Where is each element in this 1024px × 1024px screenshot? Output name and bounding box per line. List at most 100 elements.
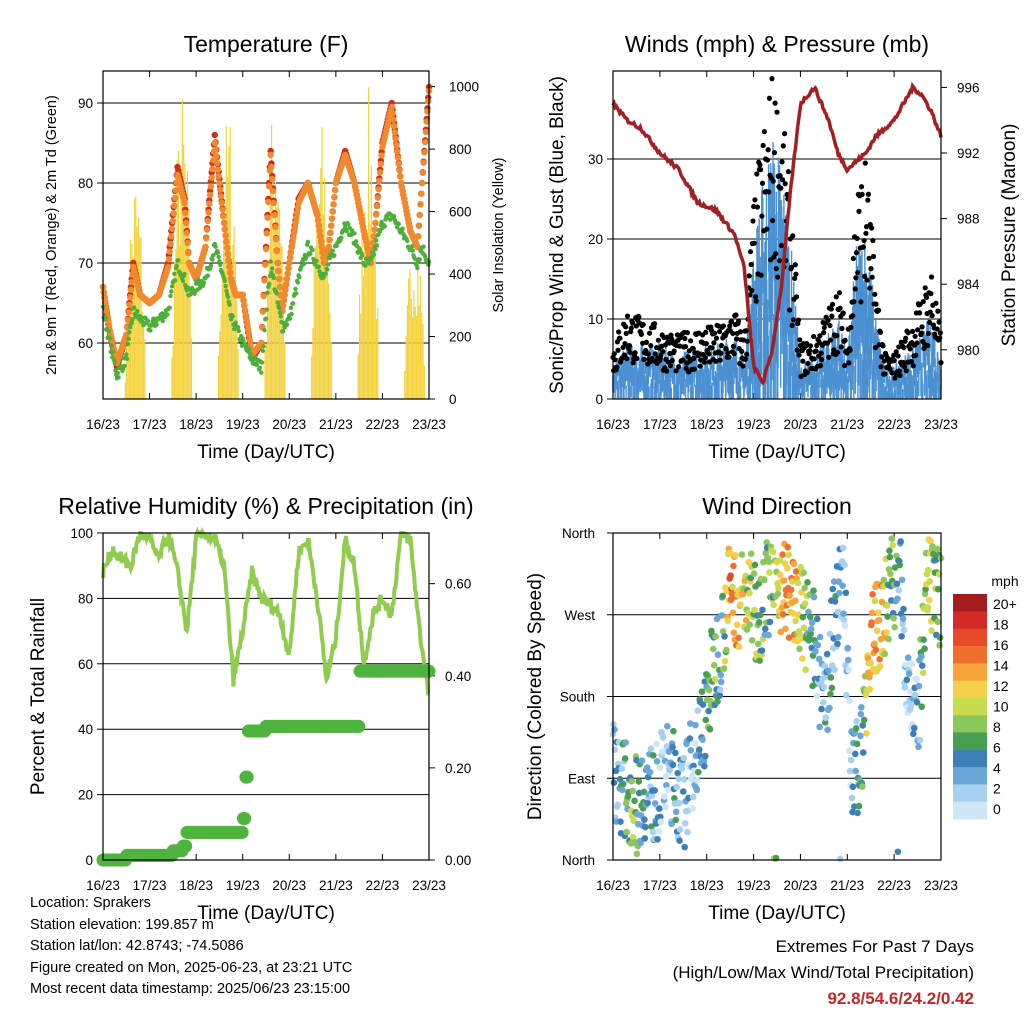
data-point xyxy=(269,187,277,195)
data-point xyxy=(282,281,290,288)
direction-point xyxy=(726,549,734,557)
station-elevation: Station elevation: 199.857 m xyxy=(30,916,214,933)
data-point xyxy=(331,194,338,201)
direction-point xyxy=(829,585,837,593)
gust-point xyxy=(872,345,879,351)
direction-point xyxy=(751,561,759,569)
direction-point xyxy=(713,615,721,623)
data-point xyxy=(405,238,410,244)
gust-point xyxy=(897,372,903,379)
gust-point xyxy=(624,356,630,362)
direction-point xyxy=(874,609,882,616)
direction-point xyxy=(618,765,626,773)
direction-point xyxy=(705,707,712,715)
colorbar-swatch xyxy=(953,611,987,630)
direction-point xyxy=(805,608,812,616)
direction-point xyxy=(797,563,805,571)
direction-point xyxy=(681,843,688,851)
gust-point xyxy=(841,362,848,369)
data-point xyxy=(211,139,218,147)
gust-point xyxy=(617,335,623,341)
gust-point xyxy=(747,249,754,255)
data-point xyxy=(288,305,294,310)
direction-point xyxy=(638,757,646,764)
x-tick-label: 23/23 xyxy=(412,878,446,893)
data-point xyxy=(248,352,253,357)
direction-point xyxy=(842,662,849,669)
data-point xyxy=(204,217,211,225)
direction-point xyxy=(735,634,742,642)
gust-point xyxy=(903,368,909,374)
gust-point xyxy=(759,180,766,186)
direction-point xyxy=(849,808,856,816)
direction-point xyxy=(776,557,784,564)
gust-point xyxy=(875,307,882,313)
data-point xyxy=(271,275,276,281)
direction-point xyxy=(649,752,657,759)
gust-point xyxy=(793,294,800,300)
data-point xyxy=(284,322,290,327)
data-point xyxy=(165,256,173,263)
gust-point xyxy=(614,364,620,370)
direction-point xyxy=(640,788,648,796)
data-point xyxy=(314,211,321,219)
y-tick-label: West xyxy=(564,608,595,623)
data-point xyxy=(127,286,135,293)
direction-point xyxy=(779,551,786,558)
gust-point xyxy=(778,185,784,191)
data-point xyxy=(246,347,252,352)
x-tick-label: 20/23 xyxy=(784,878,818,893)
data-point xyxy=(116,375,121,380)
data-point xyxy=(323,271,328,276)
gust-point xyxy=(866,255,872,261)
direction-point xyxy=(894,595,901,602)
data-point xyxy=(377,160,385,168)
direction-point xyxy=(894,848,902,856)
direction-point xyxy=(834,640,841,648)
data-point xyxy=(230,314,235,319)
x-tick-label: 16/23 xyxy=(596,878,630,893)
gust-point xyxy=(817,333,823,339)
y2-tick-label: 600 xyxy=(449,205,472,220)
gust-point xyxy=(726,354,732,360)
gust-point xyxy=(868,266,874,272)
gust-point xyxy=(623,324,629,330)
data-point xyxy=(391,213,397,219)
gust-point xyxy=(925,330,931,337)
direction-point xyxy=(871,640,878,647)
gust-point xyxy=(867,285,873,291)
gust-point xyxy=(640,321,646,328)
extremes-values: 92.8/54.6/24.2/0.42 xyxy=(827,989,974,1008)
data-point xyxy=(169,289,174,294)
gust-point xyxy=(792,262,798,268)
direction-point xyxy=(842,589,850,597)
y2-tick-label: 0.20 xyxy=(445,761,471,776)
direction-point xyxy=(883,602,891,609)
gust-point xyxy=(703,329,709,335)
colorbar-label: 12 xyxy=(993,678,1009,694)
direction-point xyxy=(678,765,686,773)
direction-point xyxy=(733,621,741,628)
data-point xyxy=(289,311,294,317)
direction-point xyxy=(866,685,874,693)
x-tick-label: 19/23 xyxy=(737,417,771,432)
data-point xyxy=(168,233,175,240)
gust-point xyxy=(920,298,926,305)
gust-point xyxy=(878,364,884,370)
gust-point xyxy=(757,162,763,168)
gust-point xyxy=(664,334,670,340)
data-point xyxy=(217,186,224,193)
data-point xyxy=(243,316,250,324)
gust-point xyxy=(818,350,824,356)
direction-point xyxy=(679,788,687,795)
gust-point xyxy=(691,355,697,361)
panel-1-y2label: Station Pressure (Maroon) xyxy=(999,124,1020,347)
data-point xyxy=(378,152,385,159)
colorbar-label: 16 xyxy=(993,637,1009,653)
gust-point xyxy=(744,351,750,357)
data-point xyxy=(263,316,269,321)
gust-point xyxy=(891,357,897,364)
station-info: Location: Sprakers Station elevation: 19… xyxy=(30,893,352,1001)
direction-point xyxy=(723,646,730,654)
gust-point xyxy=(641,356,647,363)
